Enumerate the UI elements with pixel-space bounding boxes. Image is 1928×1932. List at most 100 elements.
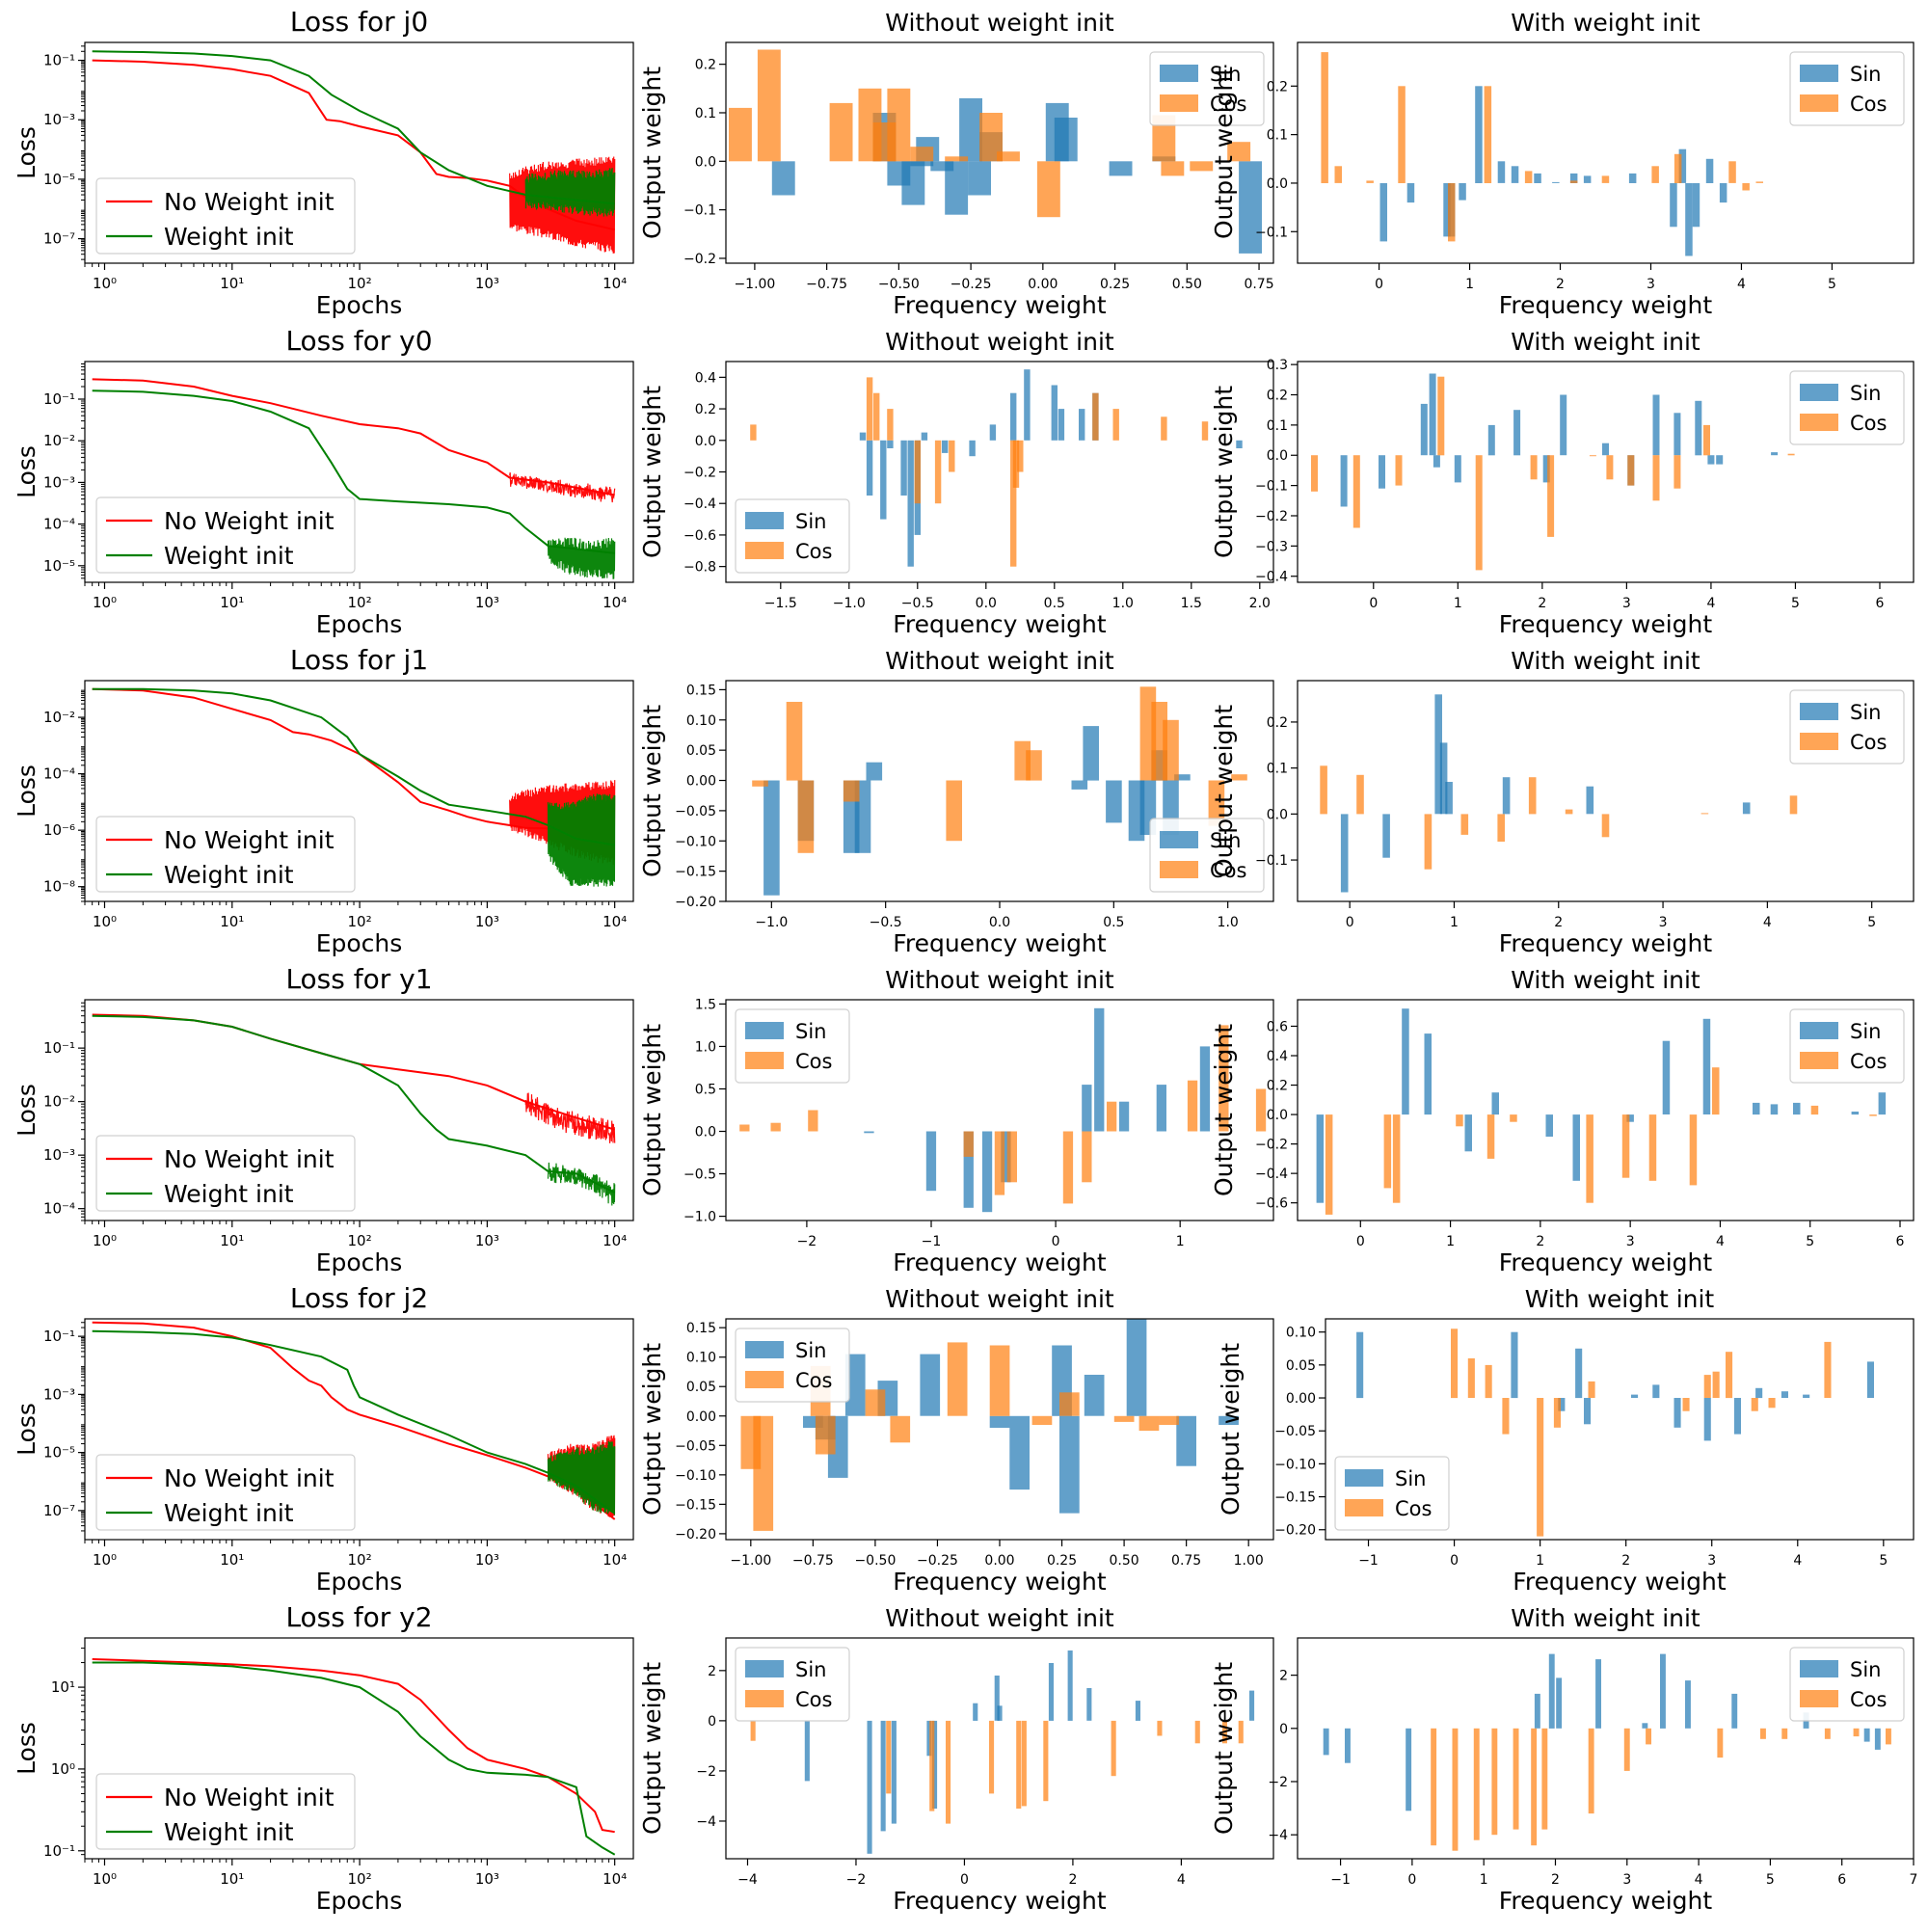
x-tick-label: 5 — [1766, 1872, 1775, 1888]
x-tick-label: 3 — [1622, 596, 1631, 611]
x-tick-label: 0.5 — [1103, 915, 1124, 930]
subplot-title: Loss for j0 — [290, 6, 428, 38]
subplot-9: Loss for y1 Epochs Loss 10⁰ 10¹ 10² 10³ 10⁴ 10⁻⁴… — [13, 963, 634, 1276]
bar-sin — [1024, 369, 1031, 441]
y-tick-label: 0.2 — [695, 402, 716, 417]
bar-cos — [1623, 1728, 1630, 1771]
bar-cos — [1541, 1728, 1548, 1830]
legend-swatch — [745, 512, 784, 529]
series-line-weight-init — [92, 1329, 616, 1515]
y-tick-label: 0.0 — [1267, 1108, 1288, 1123]
bar-sin — [1094, 1007, 1105, 1132]
bar-cos — [1152, 115, 1176, 162]
bar-cos — [1107, 1101, 1117, 1132]
legend-swatch — [1160, 831, 1198, 848]
x-tick-label: 10¹ — [220, 1870, 244, 1888]
bar-sin — [1511, 1331, 1518, 1399]
bar-sin — [1575, 1348, 1583, 1399]
y-axis-label: Loss — [13, 1084, 40, 1137]
bar-cos — [929, 1720, 935, 1811]
bar-cos — [843, 780, 860, 802]
subplot-3: Loss for y0 Epochs Loss 10⁰ 10¹ 10² 10³ 10⁴ 10⁻⁵… — [13, 325, 634, 638]
bar-cos — [1467, 1358, 1475, 1398]
bar-sin — [1602, 443, 1609, 456]
bar-sin — [1118, 1101, 1130, 1132]
bar-sin — [1323, 1728, 1329, 1756]
y-tick-label: 0.5 — [695, 1082, 716, 1097]
bar-sin — [1572, 1114, 1580, 1181]
y-tick-label: −0.6 — [683, 528, 716, 544]
x-tick-label: 1.0 — [1218, 915, 1239, 930]
subplot-13: Without weight init Frequency weight Outpu… — [638, 1285, 1274, 1596]
x-tick-label: 0.75 — [1244, 277, 1273, 292]
x-axis-label: Epochs — [316, 291, 403, 319]
legend: Sin Cos — [735, 1008, 850, 1084]
x-tick-label: 5 — [1828, 277, 1836, 292]
x-tick-label: 3 — [1626, 1234, 1635, 1249]
y-axis-label: Loss — [13, 765, 40, 818]
bar-cos — [1059, 1392, 1080, 1416]
x-tick-label: 2.0 — [1249, 596, 1271, 611]
y-tick-label: 10⁻⁶ — [43, 821, 75, 839]
bar-sin — [1010, 392, 1017, 441]
bar-sin — [1707, 455, 1715, 465]
subplot-title: With weight init — [1511, 647, 1700, 675]
plot-frame — [1297, 41, 1915, 264]
bar-cos — [1651, 166, 1659, 183]
bar-cos — [1486, 1114, 1495, 1159]
plot-frame — [1297, 999, 1915, 1221]
series-line-weight-init — [92, 1661, 616, 1856]
y-tick-label: −0.5 — [683, 1167, 716, 1183]
x-tick-label: 10⁰ — [93, 913, 117, 930]
x-tick-label: 10⁰ — [93, 1232, 117, 1249]
x-tick-label: 4 — [1716, 1234, 1725, 1249]
x-tick-label: 10⁰ — [93, 1870, 117, 1888]
x-tick-label: 4 — [1706, 596, 1715, 611]
bar-cos — [1682, 1398, 1690, 1411]
y-tick-label: 10⁻² — [43, 432, 75, 449]
y-tick-label: 0.0 — [1267, 807, 1288, 822]
legend-label: Sin — [1850, 1020, 1881, 1043]
y-tick-label: −0.20 — [675, 895, 716, 910]
x-tick-label: 6 — [1876, 596, 1885, 611]
series-noise — [524, 168, 616, 217]
bar-sin — [859, 432, 867, 441]
bar-cos — [1113, 1415, 1135, 1422]
y-tick-label: 10⁻⁵ — [43, 1444, 75, 1462]
bar-sin — [1424, 1033, 1432, 1115]
y-tick-label: 10⁻¹ — [43, 52, 75, 69]
x-tick-label: −2 — [846, 1872, 867, 1888]
bar-cos — [1452, 1728, 1459, 1851]
x-tick-label: 0 — [1450, 1553, 1459, 1569]
subplot-title: Without weight init — [885, 1604, 1114, 1632]
x-tick-label: 1 — [1450, 915, 1459, 930]
legend-swatch — [1800, 1052, 1838, 1069]
x-tick-label: 0 — [1369, 596, 1378, 611]
y-tick-label: 0.1 — [1267, 418, 1288, 434]
x-tick-label: 10² — [348, 275, 372, 292]
y-tick-label: −0.10 — [1274, 1457, 1316, 1472]
bar-sin — [959, 97, 982, 162]
legend-label: Sin — [795, 1339, 826, 1362]
bar-cos — [1513, 1728, 1519, 1830]
bar-sin — [1236, 440, 1243, 448]
y-axis-label: Output weight — [1210, 1662, 1238, 1835]
x-axis-label: Frequency weight — [1499, 1887, 1713, 1915]
x-tick-label: 0 — [1375, 277, 1383, 292]
x-tick-label: −1.5 — [764, 596, 797, 611]
bar-cos — [1424, 814, 1433, 870]
x-tick-label: 5 — [1791, 596, 1800, 611]
bar-sin — [1340, 814, 1349, 893]
bar-sin — [1583, 175, 1592, 183]
x-axis-label: Epochs — [316, 1248, 403, 1276]
bar-cos — [1043, 1720, 1049, 1802]
x-axis-label: Frequency weight — [893, 1248, 1107, 1276]
legend-label: Cos — [1850, 412, 1887, 435]
bar-sin — [1082, 1085, 1092, 1132]
bar-cos — [808, 1110, 818, 1132]
legend-swatch — [1345, 1499, 1383, 1516]
bar-cos — [1448, 183, 1456, 242]
subplot-title: Without weight init — [885, 1285, 1114, 1313]
bar-cos — [1456, 1114, 1463, 1127]
bar-sin — [1009, 1415, 1030, 1490]
